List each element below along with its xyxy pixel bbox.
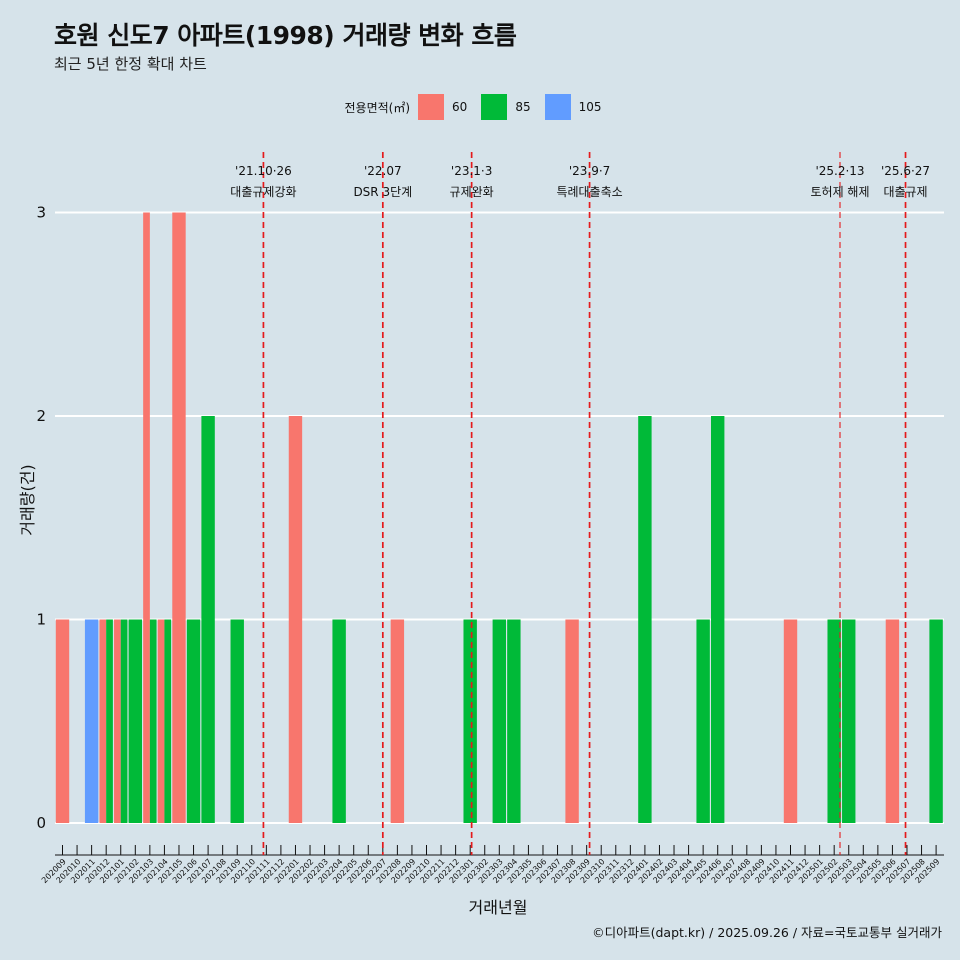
bar-202509-85 [929, 619, 943, 823]
y-tick-label-2: 2 [36, 407, 46, 425]
bar-202012-60 [99, 619, 107, 823]
y-tick-label-1: 1 [36, 611, 46, 629]
event-date-3: '23.9·7 [569, 164, 610, 178]
bar-202011-105 [84, 619, 99, 823]
bar-202103-60 [143, 212, 150, 823]
bar-202103-85 [149, 619, 157, 823]
legend-label-105: 105 [578, 100, 602, 114]
bar-202105-60 [172, 212, 186, 823]
legend-swatch-85 [481, 94, 508, 120]
chart-title: 호원 신도7 아파트(1998) 거래량 변화 흐름 [54, 21, 517, 50]
event-date-1: '22.07 [364, 164, 402, 178]
y-tick-label-3: 3 [36, 204, 46, 222]
legend-label-60: 60 [452, 100, 468, 114]
event-date-4: '25.2·13 [815, 164, 864, 178]
bar-202102-85 [128, 619, 142, 823]
bar-202405-85 [696, 619, 710, 823]
bar-202303-85 [492, 619, 506, 823]
bar-202101-85 [120, 619, 128, 823]
bar-202502-85 [827, 619, 841, 823]
legend-item-60: 60 [418, 94, 467, 120]
bar-202104-60 [157, 619, 165, 823]
x-axis-title: 거래년월 [469, 898, 528, 917]
bar-202301-85 [463, 619, 477, 823]
legend-item-105: 105 [544, 94, 602, 120]
legend-title: 전용면적(㎡) [344, 100, 411, 115]
legend-swatch-60 [418, 94, 445, 120]
source-caption: ©디아파트(dapt.kr) / 2025.09.26 / 자료=국토교통부 실… [592, 925, 942, 940]
bar-202411-60 [783, 619, 798, 823]
bar-202503-85 [842, 619, 856, 823]
bar-202204-85 [332, 619, 346, 823]
event-date-2: '23.1·3 [451, 164, 492, 178]
chart-subtitle: 최근 5년 한정 확대 차트 [54, 55, 207, 73]
event-label-2: 규제완화 [450, 185, 494, 199]
event-label-0: 대출규제강화 [230, 185, 296, 199]
event-label-5: 대출규제 [883, 185, 927, 199]
legend-item-85: 85 [481, 94, 531, 120]
bar-202106-85 [186, 619, 201, 823]
bar-202009-60 [55, 619, 70, 823]
event-label-3: 특례대출축소 [556, 185, 622, 199]
y-tick-label-0: 0 [36, 814, 46, 832]
bar-202104-85 [164, 619, 172, 823]
event-date-5: '25.6·27 [881, 164, 930, 178]
legend-swatch-105 [544, 94, 571, 120]
bar-202506-60 [885, 619, 900, 823]
bar-202012-85 [106, 619, 113, 823]
bar-202308-60 [565, 619, 579, 823]
bar-202107-85 [201, 416, 215, 823]
legend-label-85: 85 [515, 100, 531, 114]
bar-202208-60 [390, 619, 405, 823]
event-date-0: '21.10·26 [235, 164, 292, 178]
bar-202201-60 [288, 416, 303, 823]
bar-202401-85 [638, 416, 652, 823]
y-axis-title: 거래량(건) [18, 464, 37, 535]
bar-202109-85 [230, 619, 244, 823]
event-label-1: DSR 3단계 [353, 185, 412, 199]
bar-202406-85 [711, 416, 725, 823]
bar-202304-85 [507, 619, 521, 823]
event-label-4: 토허제 해제 [810, 185, 869, 199]
bar-202101-60 [114, 619, 121, 823]
legend: 전용면적(㎡) 60 85 105 [0, 94, 960, 120]
